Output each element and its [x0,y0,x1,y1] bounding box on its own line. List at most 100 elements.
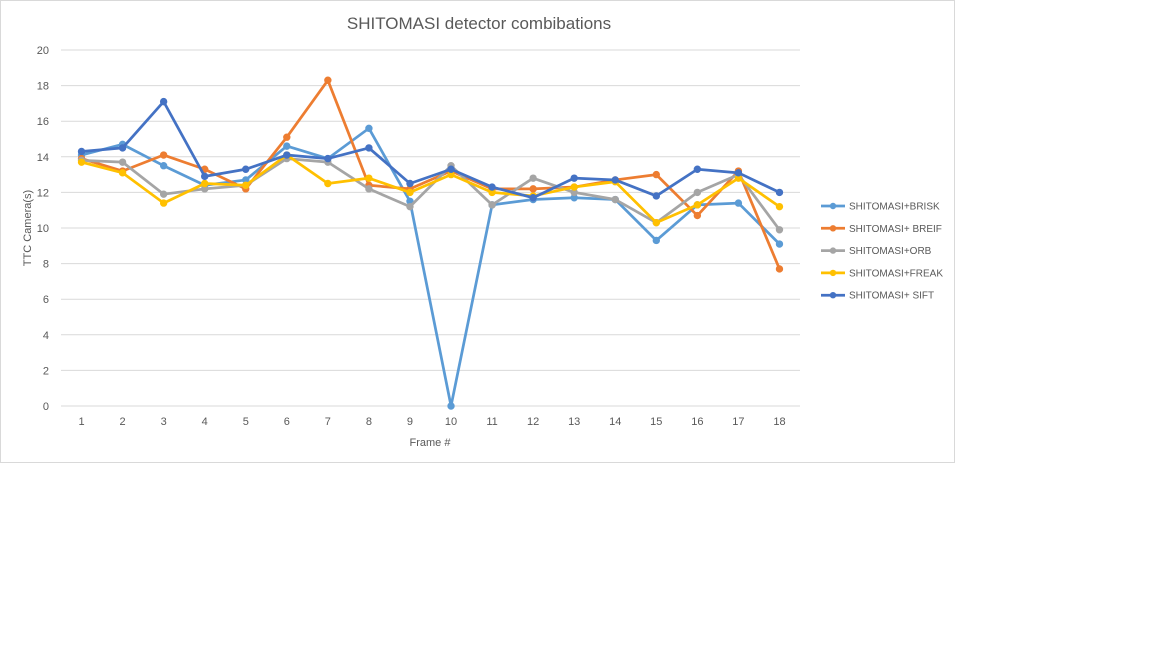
y-tick-label: 12 [37,187,49,199]
x-tick-label: 16 [691,416,703,428]
data-point [652,236,661,245]
legend-item: SHITOMASI+ SIFT [821,291,934,302]
legend-item: SHITOMASI+ORB [821,246,932,257]
x-tick-label: 1 [78,416,84,428]
data-point [693,165,702,173]
series-line [80,153,781,225]
data-point [652,170,661,179]
x-axis-label: Frame # [410,437,452,449]
legend-label: SHITOMASI+ SIFT [849,291,934,302]
data-point [447,402,455,410]
legend: SHITOMASI+BRISK SHITOMASI+ BREIF SHITOMASI… [821,202,943,302]
x-tick-label: 7 [325,416,331,428]
data-point [775,265,784,273]
y-tick-label: 0 [43,401,49,413]
series-line [80,126,781,408]
data-point [118,158,127,166]
data-point [734,199,743,207]
legend-marker [829,269,837,277]
legend-item: SHITOMASI+ BREIF [821,224,942,235]
data-point [406,179,414,188]
x-tick-label: 2 [120,416,126,428]
legend-item: SHITOMASI+BRISK [821,202,940,213]
data-point [242,181,250,189]
data-point [159,190,168,198]
series-1 [77,124,784,410]
legend-item: SHITOMASI+FREAK [821,268,943,279]
data-point [406,188,414,197]
series-line [80,100,781,200]
data-point [365,124,373,133]
legend-marker [829,202,837,210]
data-point [529,174,537,182]
line-chart: SHITOMASI detector combibations 0 2 4 6 8 10 1… [22,14,943,449]
data-point [693,211,702,220]
data-point [693,201,702,209]
data-point [200,172,209,181]
data-point [488,183,496,191]
data-point [529,185,537,193]
y-tick-label: 18 [37,81,49,93]
data-point [77,147,86,156]
y-tick-label: 20 [37,45,49,57]
data-point [283,133,291,141]
y-tick-label: 14 [37,152,49,164]
data-point [611,195,619,204]
data-point [406,202,414,211]
data-point [118,169,127,177]
data-point [242,165,250,173]
x-tick-label: 9 [407,416,413,428]
y-tick-label: 16 [37,116,49,128]
series-5 [77,97,784,202]
legend-marker [829,292,837,299]
data-point [775,188,784,197]
data-point [652,218,661,227]
y-tick-label: 6 [43,294,49,306]
x-tick-label: 17 [732,416,744,428]
legend-label: SHITOMASI+ BREIF [849,224,942,235]
series-line [80,78,781,271]
legend-label: SHITOMASI+FREAK [849,268,943,279]
data-point [159,97,168,106]
x-tick-label: 5 [243,416,249,428]
x-tick-label: 12 [527,416,539,428]
x-tick-label: 11 [486,416,497,428]
data-point [283,151,291,159]
x-tick-label: 18 [773,416,785,428]
data-point [77,158,86,166]
data-point [324,76,332,84]
legend-marker [829,247,837,254]
data-point [775,240,784,248]
data-point [652,192,661,200]
series-line [80,157,781,232]
chart-title: SHITOMASI detector combibations [347,14,611,33]
y-tick-label: 2 [43,365,49,377]
data-point [118,144,127,152]
gridlines [61,49,800,407]
legend-label: SHITOMASI+BRISK [849,202,940,213]
x-tick-labels: 1 2 3 4 5 6 7 8 9 10 11 12 13 14 15 16 17 18 [78,416,785,428]
data-point [283,142,291,150]
data-point [159,151,168,159]
data-point [365,174,373,182]
data-point [488,201,496,209]
data-point [159,162,168,170]
legend-marker [829,225,837,232]
data-point [775,202,784,211]
x-tick-label: 13 [568,416,580,428]
y-tick-label: 8 [43,259,49,271]
data-point [159,199,168,207]
x-tick-label: 8 [366,416,372,428]
data-point [693,188,702,197]
y-axis-label: TTC Camera(s) [22,190,34,266]
data-point [365,185,373,193]
y-tick-label: 4 [43,330,49,342]
data-point [529,194,537,202]
data-point [365,144,373,152]
x-tick-label: 10 [445,416,457,428]
x-tick-label: 4 [202,416,208,428]
data-point [324,154,332,163]
y-tick-label: 10 [37,223,49,235]
data-point [611,176,619,184]
data-point [775,226,784,234]
